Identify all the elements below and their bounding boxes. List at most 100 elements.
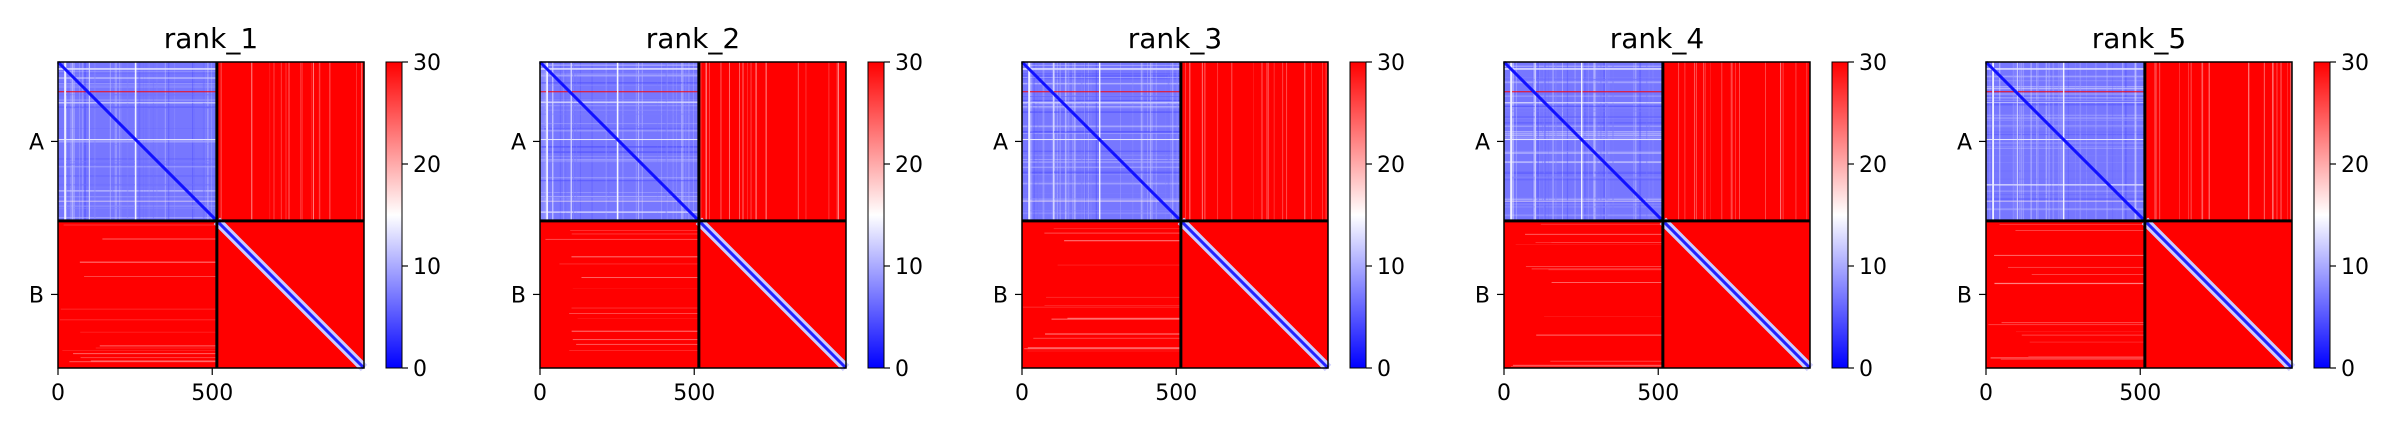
x-tick-label: 0 — [51, 381, 65, 406]
texture-stripe — [58, 200, 217, 202]
texture-col — [1189, 62, 1191, 221]
texture-col — [575, 62, 578, 221]
texture-col — [211, 62, 212, 221]
texture-row — [63, 224, 217, 226]
texture-row — [1550, 360, 1663, 362]
texture-row — [1986, 147, 2145, 149]
x-tick-label: 500 — [1155, 381, 1197, 406]
texture-col — [1605, 62, 1607, 221]
texture-stripe — [1022, 68, 1181, 70]
texture-row — [99, 345, 217, 347]
y-tick-label: A — [1957, 130, 1972, 155]
texture-row — [540, 73, 699, 75]
colorbar-tick-label: 30 — [413, 51, 441, 76]
texture-row — [540, 192, 699, 193]
texture-col — [2012, 62, 2014, 221]
texture-col — [550, 62, 552, 221]
texture-col — [573, 62, 574, 221]
texture-stripe — [88, 62, 90, 221]
texture-row — [1504, 102, 1663, 105]
colorbar-tick-label: 30 — [895, 51, 923, 76]
texture-row — [1022, 161, 1181, 163]
panel-title: rank_1 — [164, 22, 258, 55]
texture-col — [2201, 62, 2203, 221]
texture-col — [251, 62, 253, 221]
texture-row — [540, 211, 699, 213]
texture-col — [2060, 62, 2062, 221]
texture-col — [2208, 62, 2210, 221]
texture-row — [540, 74, 699, 77]
x-tick-label: 0 — [1497, 381, 1511, 406]
texture-row — [58, 158, 217, 160]
texture-row — [58, 190, 217, 192]
texture-row — [1986, 104, 2145, 106]
texture-row — [58, 216, 217, 219]
texture-col — [663, 62, 665, 221]
texture-row — [572, 339, 699, 341]
texture-row — [58, 99, 217, 101]
texture-col — [552, 62, 554, 221]
texture-row — [540, 109, 699, 111]
texture-col — [605, 62, 607, 221]
texture-col — [1537, 62, 1539, 221]
texture-col — [665, 62, 668, 221]
block-B-A — [1986, 220, 2145, 368]
texture-row — [1504, 95, 1663, 97]
texture-col — [1165, 62, 1166, 221]
texture-row — [1504, 110, 1663, 112]
texture-col — [591, 62, 593, 221]
texture-row — [1504, 131, 1663, 132]
texture-col — [2037, 62, 2039, 221]
colorbar-tick-label: 10 — [895, 255, 923, 280]
panel-rank_3: rank_3 0 500 A B 0 10 20 30 — [993, 22, 1405, 406]
texture-col — [544, 62, 546, 221]
texture-col — [682, 62, 684, 221]
texture-col — [2276, 62, 2278, 221]
texture-col — [329, 62, 331, 221]
block-A-B — [1662, 62, 1810, 221]
texture-col — [1739, 62, 1740, 221]
texture-col — [2030, 62, 2032, 221]
texture-col — [2045, 62, 2048, 221]
texture-col — [312, 62, 314, 221]
texture-row — [1504, 201, 1663, 204]
axes-frame — [1503, 61, 1811, 369]
texture-row — [102, 238, 217, 240]
pae-heatmap — [1984, 60, 2296, 372]
texture-row — [1551, 242, 1663, 243]
texture-col — [559, 62, 562, 221]
texture-row — [540, 100, 699, 102]
y-tick-label: A — [1475, 130, 1490, 155]
texture-col — [1051, 62, 1053, 221]
texture-col — [1053, 62, 1055, 221]
texture-row — [80, 331, 217, 333]
colorbar — [2313, 61, 2331, 369]
texture-col — [1088, 62, 1089, 221]
texture-col — [1266, 62, 1268, 221]
texture-col — [2179, 62, 2180, 221]
texture-col — [1304, 62, 1306, 221]
texture-col — [1059, 62, 1061, 221]
texture-row — [1512, 364, 1663, 366]
texture-col — [288, 62, 290, 221]
texture-col — [1533, 62, 1536, 221]
texture-row — [540, 123, 699, 125]
texture-stripe — [1022, 200, 1181, 202]
texture-col — [1067, 62, 1070, 221]
texture-row — [1999, 224, 2145, 225]
texture-col — [1600, 62, 1602, 221]
texture-row — [1022, 166, 1181, 169]
texture-row — [1504, 214, 1663, 217]
texture-col — [79, 62, 80, 221]
texture-row — [1057, 264, 1181, 266]
texture-col — [720, 62, 722, 221]
colorbar-tick-label: 0 — [895, 357, 909, 382]
texture-row — [1986, 99, 2145, 101]
x-tick-label: 500 — [1637, 381, 1679, 406]
panel-title: rank_5 — [2092, 22, 2186, 55]
texture-row — [540, 104, 699, 107]
block-B-A — [1504, 220, 1663, 368]
texture-row — [1986, 178, 2145, 180]
texture-col — [552, 62, 555, 221]
colorbar-tick-label: 30 — [1859, 51, 1887, 76]
